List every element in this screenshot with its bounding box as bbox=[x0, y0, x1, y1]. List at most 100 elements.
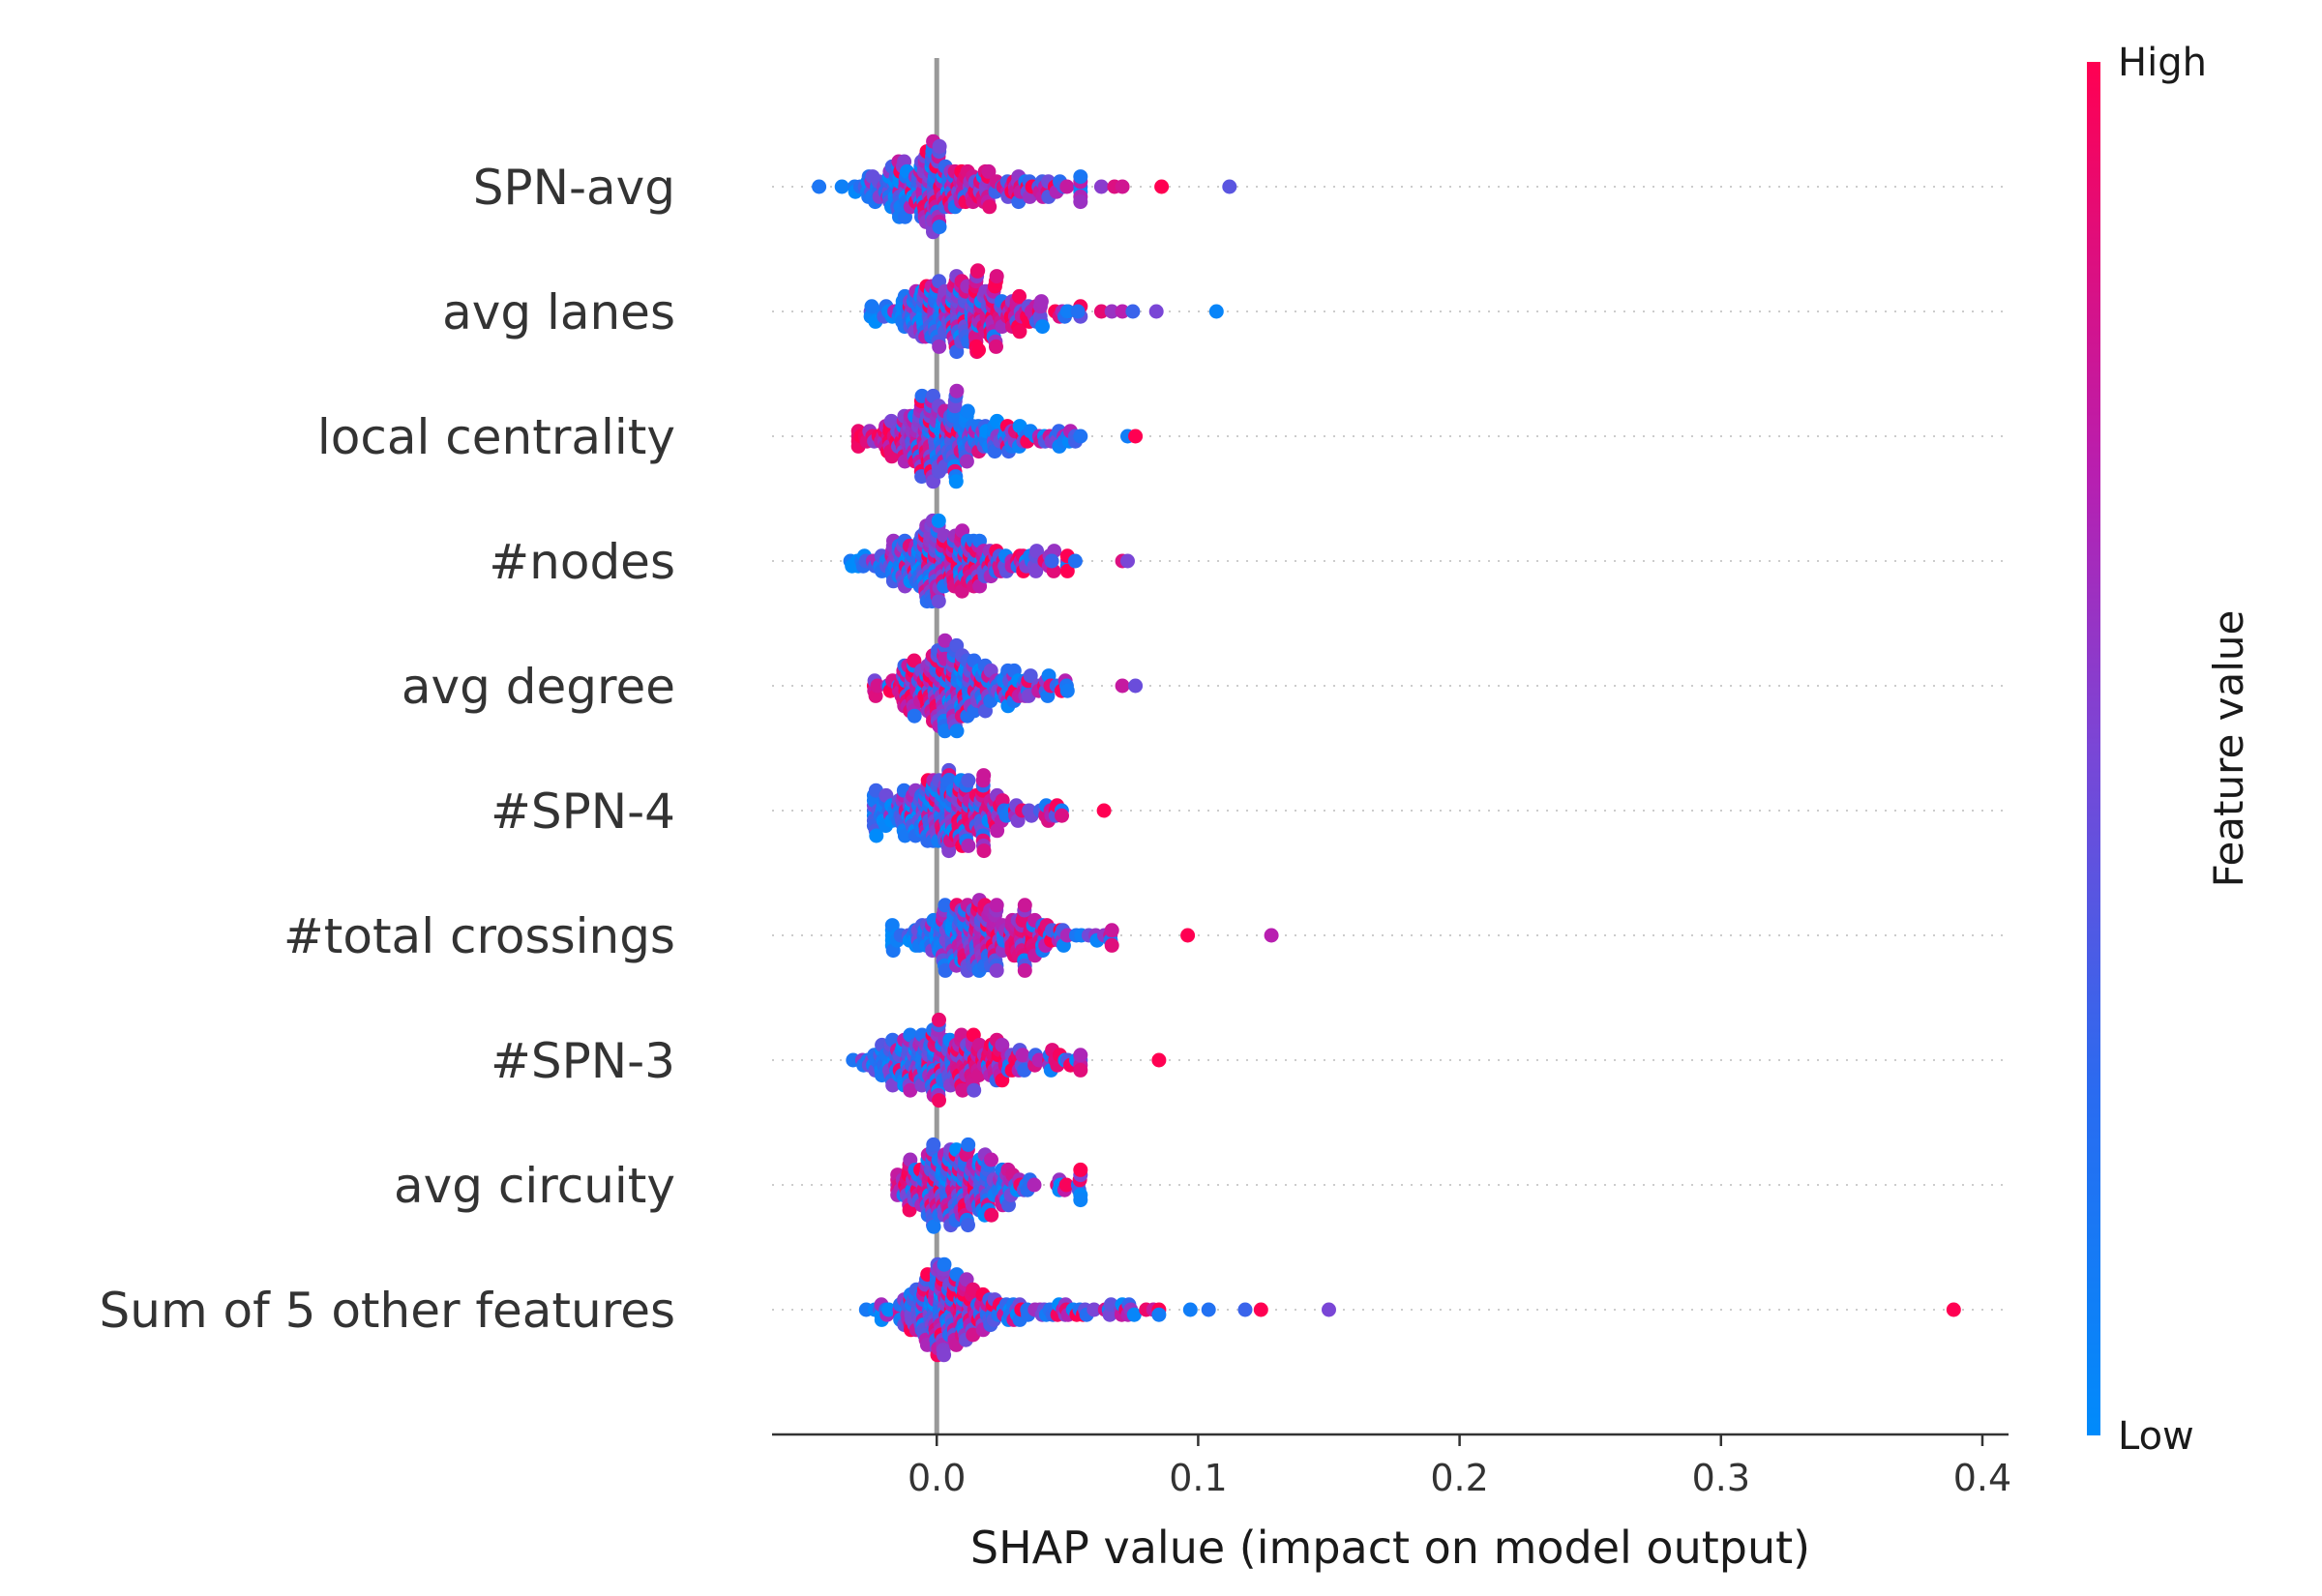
shap-dot bbox=[1029, 544, 1044, 559]
feature-dots bbox=[843, 513, 1135, 609]
shap-dot bbox=[1073, 1048, 1088, 1063]
shap-dot bbox=[976, 768, 992, 783]
shap-dot bbox=[984, 1207, 999, 1223]
shap-dot bbox=[961, 1137, 976, 1152]
shap-dot bbox=[932, 138, 947, 154]
feature-label: #nodes bbox=[489, 534, 675, 590]
shap-dot bbox=[984, 1152, 998, 1167]
shap-dot bbox=[812, 179, 827, 194]
shap-dot bbox=[1058, 1177, 1074, 1193]
shap-dot bbox=[881, 1302, 896, 1317]
shap-dot bbox=[959, 454, 974, 469]
shap-dot bbox=[926, 1137, 941, 1152]
shap-outlier-dot bbox=[1096, 803, 1112, 818]
shap-dot bbox=[1073, 1193, 1088, 1208]
feature-label: SPN-avg bbox=[473, 160, 675, 216]
x-tick-label: 0.3 bbox=[1692, 1457, 1750, 1499]
feature-dots bbox=[890, 1137, 1088, 1234]
shap-dot bbox=[938, 962, 953, 978]
feature-dots bbox=[866, 633, 1144, 739]
x-tick-label: 0.4 bbox=[1953, 1457, 2011, 1499]
feature-label: local centrality bbox=[317, 409, 675, 465]
colorbar-title: Feature value bbox=[2205, 610, 2252, 888]
shap-dot bbox=[1126, 1307, 1142, 1322]
shap-dot bbox=[1073, 1162, 1088, 1177]
shap-dot bbox=[1015, 1048, 1030, 1063]
shap-dot bbox=[960, 403, 975, 419]
shap-dot bbox=[1028, 563, 1044, 578]
shap-dot bbox=[834, 179, 849, 194]
shap-dot bbox=[903, 1082, 918, 1098]
shap-outlier-dot bbox=[1115, 304, 1130, 319]
shap-dot bbox=[967, 1082, 982, 1098]
shap-dot bbox=[907, 653, 922, 668]
shap-dot bbox=[1104, 937, 1119, 953]
shap-outlier-dot bbox=[1059, 304, 1075, 319]
shap-dot bbox=[1023, 668, 1038, 684]
feature-dots bbox=[884, 893, 1279, 978]
shap-outlier-dot bbox=[1104, 304, 1119, 319]
shap-dot bbox=[1012, 288, 1027, 304]
shap-dot bbox=[938, 898, 953, 913]
shap-dot bbox=[870, 678, 885, 694]
feature-label: Sum of 5 other features bbox=[100, 1283, 675, 1339]
shap-dot bbox=[864, 299, 879, 314]
shap-outlier-dot bbox=[1946, 1302, 1961, 1317]
shap-dot bbox=[1151, 1307, 1167, 1322]
shap-dot bbox=[1104, 923, 1119, 938]
shap-dot bbox=[989, 269, 1004, 284]
shap-dot bbox=[1059, 179, 1075, 194]
shap-outlier-dot bbox=[1180, 928, 1196, 943]
shap-dot bbox=[971, 342, 986, 358]
colorbar: High Low Feature value bbox=[2087, 41, 2252, 1459]
shap-outlier-dot bbox=[1322, 1302, 1336, 1317]
feature-label: avg degree bbox=[402, 659, 675, 715]
shap-dot bbox=[1012, 324, 1027, 340]
x-tick-label: 0.2 bbox=[1430, 1457, 1488, 1499]
shap-outlier-dot bbox=[1148, 304, 1164, 319]
feature-dots bbox=[863, 263, 1224, 360]
shap-dot bbox=[932, 339, 947, 354]
shap-dot bbox=[1027, 1177, 1042, 1193]
shap-dot bbox=[989, 962, 1004, 978]
colorbar-low-label: Low bbox=[2118, 1414, 2194, 1459]
feature-dots bbox=[866, 762, 1112, 859]
shap-dot bbox=[937, 1256, 952, 1272]
shap-dot bbox=[1073, 1062, 1088, 1078]
shap-outlier-dot bbox=[1154, 179, 1170, 194]
shap-dot bbox=[932, 1012, 946, 1027]
shap-outlier-dot bbox=[1182, 1302, 1198, 1317]
shap-dot bbox=[982, 199, 997, 215]
shap-outlier-dot bbox=[1253, 1302, 1268, 1317]
shap-outlier-dot bbox=[1044, 553, 1059, 569]
shap-dot bbox=[869, 828, 884, 843]
feature-label: #SPN-3 bbox=[491, 1033, 675, 1089]
shap-dot bbox=[931, 594, 946, 609]
shap-outlier-dot bbox=[1115, 179, 1130, 194]
shap-dot bbox=[949, 383, 965, 399]
shap-outlier-dot bbox=[1070, 304, 1086, 319]
shap-dot bbox=[970, 263, 986, 279]
x-axis-title: SHAP value (impact on model output) bbox=[970, 1522, 1810, 1574]
beeswarm-dots bbox=[812, 133, 1961, 1363]
shap-dot bbox=[931, 513, 946, 528]
shap-dot bbox=[1059, 563, 1075, 578]
shap-dot bbox=[926, 1219, 941, 1234]
shap-outlier-dot bbox=[1115, 678, 1130, 694]
shap-dot bbox=[1033, 294, 1049, 310]
shap-outlier-dot bbox=[1128, 429, 1144, 444]
shap-dot bbox=[932, 220, 947, 235]
shap-dot bbox=[1087, 1302, 1102, 1317]
feature-dots bbox=[812, 133, 1237, 240]
shap-dot bbox=[1059, 683, 1075, 698]
shap-outlier-dot bbox=[1264, 928, 1279, 943]
shap-outlier-dot bbox=[1208, 304, 1224, 319]
feature-label: #SPN-4 bbox=[491, 783, 675, 840]
shap-dot bbox=[932, 1093, 946, 1108]
feature-dots bbox=[858, 1256, 1961, 1363]
feature-label: avg circuity bbox=[394, 1158, 675, 1214]
shap-dot bbox=[1035, 319, 1050, 335]
shap-dot bbox=[1017, 898, 1032, 913]
shap-dot bbox=[961, 773, 976, 788]
